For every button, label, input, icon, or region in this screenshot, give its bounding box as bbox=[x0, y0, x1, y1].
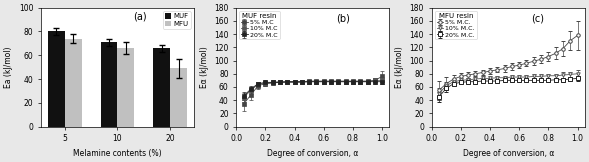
Bar bbox=[117, 48, 134, 127]
Text: (a): (a) bbox=[133, 12, 147, 22]
Bar bbox=[170, 68, 187, 127]
Legend: MUF, MFU: MUF, MFU bbox=[163, 11, 191, 29]
X-axis label: Degree of conversion, α: Degree of conversion, α bbox=[267, 149, 359, 158]
X-axis label: Degree of conversion, α: Degree of conversion, α bbox=[462, 149, 554, 158]
Bar bbox=[65, 39, 82, 127]
Text: (c): (c) bbox=[531, 14, 544, 24]
Bar bbox=[101, 42, 117, 127]
Y-axis label: Ea (kJ/mol): Ea (kJ/mol) bbox=[4, 46, 13, 88]
Bar bbox=[153, 48, 170, 127]
Legend: 5% M.C., 10% M.C., 20% M.C.: 5% M.C., 10% M.C., 20% M.C. bbox=[435, 11, 477, 40]
Bar bbox=[48, 31, 65, 127]
Legend: 5% M.C, 10% M.C, 20% M.C: 5% M.C, 10% M.C, 20% M.C bbox=[239, 11, 280, 40]
Y-axis label: Eα (kJ/mol): Eα (kJ/mol) bbox=[200, 46, 209, 88]
X-axis label: Melamine contents (%): Melamine contents (%) bbox=[73, 149, 162, 158]
Text: (b): (b) bbox=[336, 14, 350, 24]
Y-axis label: Eα (kJ/mol): Eα (kJ/mol) bbox=[395, 46, 404, 88]
